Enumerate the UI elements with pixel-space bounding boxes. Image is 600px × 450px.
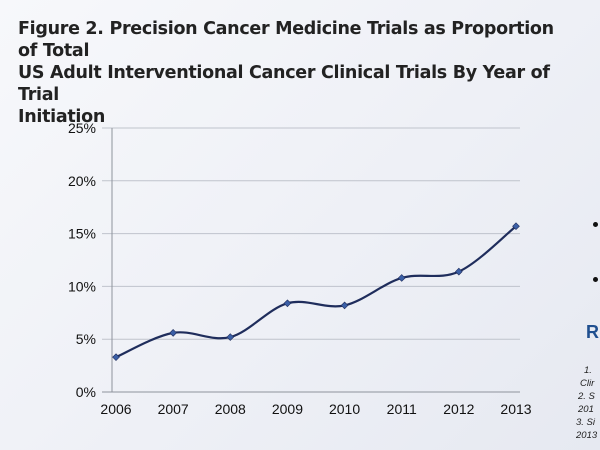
data-point — [226, 333, 235, 341]
x-tick-label: 2011 — [387, 401, 417, 417]
x-tick-label: 2010 — [329, 401, 360, 417]
footnote-1: 1. — [584, 365, 592, 376]
y-tick-label: 25% — [68, 120, 96, 136]
x-axis-ticks: 2006 2007 2008 2009 2010 2011 2012 2013 — [100, 401, 531, 417]
data-point — [512, 222, 520, 231]
footnote-3b: 2013 — [576, 430, 598, 441]
title-line-1: Figure 2. Precision Cancer Medicine Tria… — [18, 19, 554, 61]
series-line — [115, 225, 517, 359]
data-point — [112, 353, 120, 361]
y-tick-label: 5% — [76, 331, 96, 347]
y-tick-label: 0% — [76, 384, 96, 400]
y-tick-label: 10% — [68, 278, 96, 294]
y-axis-ticks: 25% 20% 15% 10% 5% 0% — [68, 120, 96, 400]
data-point — [340, 301, 349, 310]
footnote-2b: 201 — [578, 404, 594, 415]
x-tick-label: 2009 — [272, 401, 303, 417]
data-point — [169, 329, 177, 337]
y-tick-label: 15% — [68, 226, 96, 242]
x-tick-label: 2008 — [215, 401, 246, 417]
x-tick-label: 2012 — [443, 401, 474, 417]
gridlines — [102, 127, 520, 393]
y-tick-label: 20% — [68, 173, 96, 189]
side-heading: R — [586, 322, 599, 342]
title-line-2: US Adult Interventional Cancer Clinical … — [18, 63, 550, 105]
bullet-icon — [593, 277, 598, 282]
chart-title: Figure 2. Precision Cancer Medicine Tria… — [18, 18, 578, 128]
title-line-3: Initiation — [18, 107, 105, 127]
footnote-1b: Clir — [580, 378, 595, 389]
data-point — [397, 274, 406, 282]
x-tick-label: 2006 — [100, 401, 131, 417]
footnote-2: 2. S — [578, 391, 595, 402]
data-markers — [112, 222, 520, 361]
data-point — [283, 299, 292, 308]
footnote-3: 3. Si — [576, 417, 596, 428]
bullet-icon — [593, 222, 598, 227]
x-tick-label: 2013 — [500, 401, 531, 417]
x-tick-label: 2007 — [158, 401, 189, 417]
data-point — [455, 267, 463, 276]
